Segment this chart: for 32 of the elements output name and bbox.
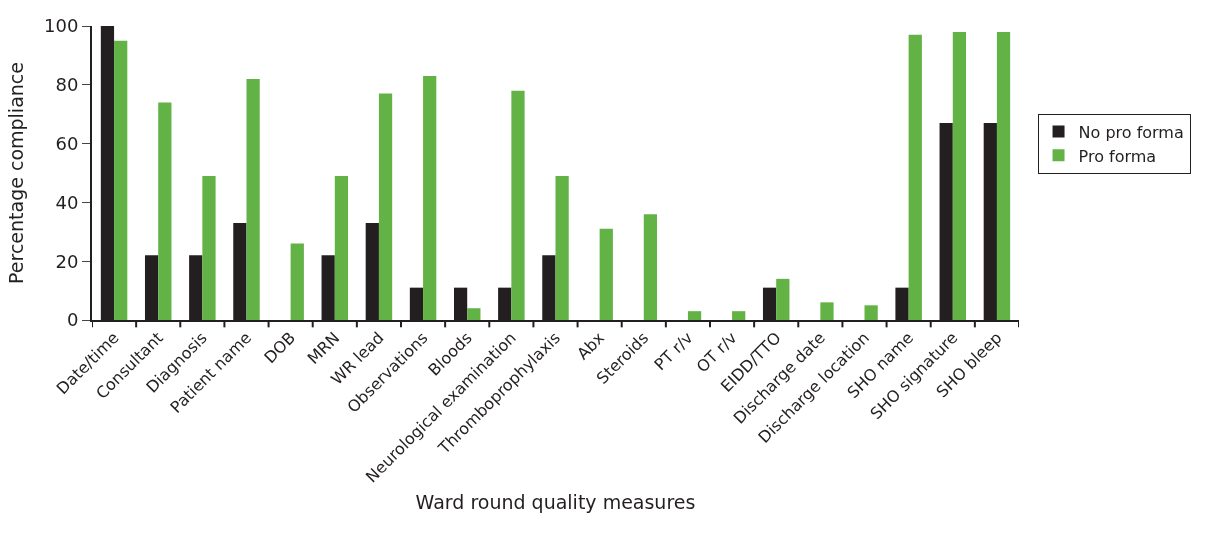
bar [290, 243, 304, 320]
legend-label: Pro forma [1078, 146, 1157, 166]
y-tick-label: 80 [55, 74, 79, 96]
bar [158, 102, 172, 320]
bar [599, 228, 613, 320]
bar [555, 175, 569, 320]
y-axis-title: Percentage compliance [5, 62, 28, 284]
bar [511, 90, 525, 320]
bar [996, 31, 1011, 320]
bar [643, 214, 658, 320]
bar [246, 78, 260, 320]
x-tick-label: PT r/v [650, 328, 697, 375]
y-tick-label: 40 [55, 191, 79, 213]
legend-label: No pro forma [1078, 122, 1184, 142]
y-tick-label: 60 [55, 132, 79, 154]
bar [423, 75, 437, 320]
bar [334, 175, 349, 320]
bar [952, 31, 967, 320]
x-axis-title: Ward round quality measures [415, 490, 696, 513]
bar [908, 34, 922, 320]
bar [776, 278, 790, 320]
bar [378, 93, 393, 320]
bar [732, 311, 746, 320]
bar [114, 40, 128, 320]
bar [820, 302, 834, 320]
y-tick-label: 0 [66, 309, 79, 331]
y-tick-label: 100 [44, 15, 79, 37]
bar [864, 305, 878, 320]
bar [467, 308, 481, 320]
bar [687, 311, 702, 320]
bar [202, 175, 216, 320]
y-tick-label: 20 [55, 250, 79, 272]
